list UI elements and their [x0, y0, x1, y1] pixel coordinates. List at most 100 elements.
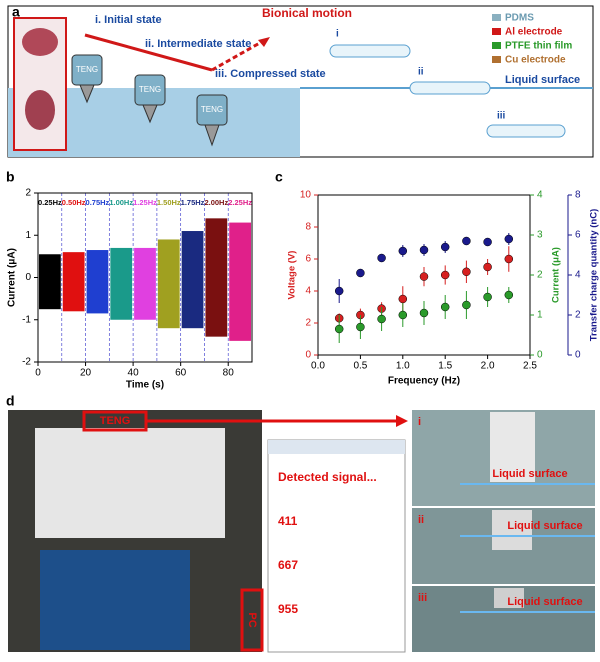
device-sketch [409, 81, 491, 95]
y-tick-label: 2 [305, 318, 311, 329]
legend-swatch [492, 42, 501, 49]
legend-swatch [492, 56, 501, 63]
y-tick-label: 3 [537, 230, 543, 241]
state-label: iii. Compressed state [215, 68, 326, 80]
legend-label: 1.00Hz [109, 198, 133, 207]
point [440, 242, 450, 252]
device-label: TENG [76, 65, 98, 74]
device [492, 510, 532, 550]
legend-label: PTFE thin film [505, 41, 572, 52]
pc-box [240, 588, 264, 652]
y-tick-label: 4 [305, 286, 311, 297]
stage-label: iii [497, 111, 506, 122]
motion-line [84, 33, 213, 72]
y-tick-label: -1 [22, 314, 31, 325]
y-tick-label: -2 [22, 357, 31, 368]
x-tick-label: 0 [35, 368, 41, 379]
panel-a: a TENG TENG TENG i. Initial state ii. In… [7, 4, 594, 158]
device [494, 588, 524, 608]
legend-swatch [492, 28, 501, 35]
charts: b 0.25Hz 0.50Hz 0.75Hz 1.00Hz 1.25Hz 1.50Hz 1.7… [6, 169, 600, 391]
signal-value: 411 [278, 514, 298, 528]
y-tick-label: 10 [300, 190, 312, 201]
point [483, 237, 492, 247]
stage-label: i [418, 416, 421, 428]
arrowhead [258, 37, 270, 47]
teng-tip [204, 124, 220, 147]
y-tick-label: 1 [537, 310, 543, 321]
stage-label: ii [418, 67, 424, 78]
serial-monitor [267, 439, 406, 653]
y-axis-label: Transfer charge quantity (nC) [589, 209, 600, 342]
surface-label: Liquid surface [507, 520, 582, 532]
x-tick-label: 2.5 [523, 361, 537, 372]
y-tick-label: 0 [25, 272, 31, 283]
monitor-text: Detected signal... [278, 470, 377, 484]
panel-label: b [6, 169, 15, 185]
point [462, 236, 471, 246]
y-tick-label: 0 [305, 350, 311, 361]
surface-label: Liquid surface [507, 596, 582, 608]
y-tick-label: 1 [25, 230, 31, 241]
motion-label: Bionical motion [262, 6, 352, 20]
x-tick-label: 0.5 [353, 361, 367, 372]
y-tick-label: 0 [537, 350, 543, 361]
point [462, 300, 471, 310]
x-tick-label: 1.0 [396, 361, 410, 372]
y-tick-label: 6 [575, 230, 581, 241]
x-tick-label: 1.5 [438, 361, 452, 372]
signal-band [134, 247, 156, 320]
device-label: TENG [139, 85, 161, 94]
x-tick-label: 80 [223, 368, 235, 379]
state-label: ii. Intermediate state [145, 38, 251, 50]
point [398, 310, 408, 320]
legend-label: 1.75Hz [181, 198, 205, 207]
jellyfish [25, 90, 55, 130]
stage-label: ii [418, 514, 424, 526]
signal-band [86, 250, 109, 314]
panel-label: d [6, 393, 15, 409]
signal-band [205, 218, 228, 337]
point [483, 292, 492, 302]
signal-value: 955 [278, 602, 298, 616]
stage-label: iii [418, 592, 427, 604]
point [419, 272, 429, 281]
teng-tip [142, 104, 158, 124]
x-tick-label: 20 [80, 368, 92, 379]
y-tick-label: 4 [575, 270, 581, 281]
arduino [40, 550, 190, 650]
legend-label: 1.50Hz [157, 198, 181, 207]
point [483, 262, 492, 272]
x-tick-label: 0.0 [311, 361, 325, 372]
legend-label: Cu electrode [505, 55, 566, 66]
x-axis-label: Time (s) [126, 380, 164, 391]
signal-band [229, 222, 251, 341]
signal-band [181, 231, 204, 329]
legend-label: 0.75Hz [86, 198, 110, 207]
point [504, 290, 514, 300]
point [398, 294, 408, 304]
point [504, 254, 514, 264]
point [462, 267, 471, 277]
point [440, 270, 450, 280]
legend-label: 2.00Hz [204, 198, 228, 207]
point [356, 268, 365, 278]
point [334, 324, 344, 334]
y-axis-label: Current (μA) [7, 248, 18, 307]
legend-label: 0.25Hz [38, 198, 62, 207]
signal-band [157, 239, 180, 329]
signal-value: 667 [278, 558, 298, 572]
y-tick-label: 2 [537, 270, 543, 281]
device [490, 412, 535, 482]
signal-band [39, 254, 61, 310]
window-bar [268, 440, 405, 454]
breadboard [35, 428, 225, 538]
y-tick-label: 2 [25, 188, 31, 199]
y-axis-label: Current (μA) [551, 247, 562, 303]
panel-d: d TENG PC Detected signal... 411 667 955… [6, 393, 595, 653]
y-tick-label: 6 [305, 254, 311, 265]
x-tick-label: 40 [128, 368, 140, 379]
point [440, 302, 450, 312]
state-label: i. Initial state [95, 14, 162, 26]
